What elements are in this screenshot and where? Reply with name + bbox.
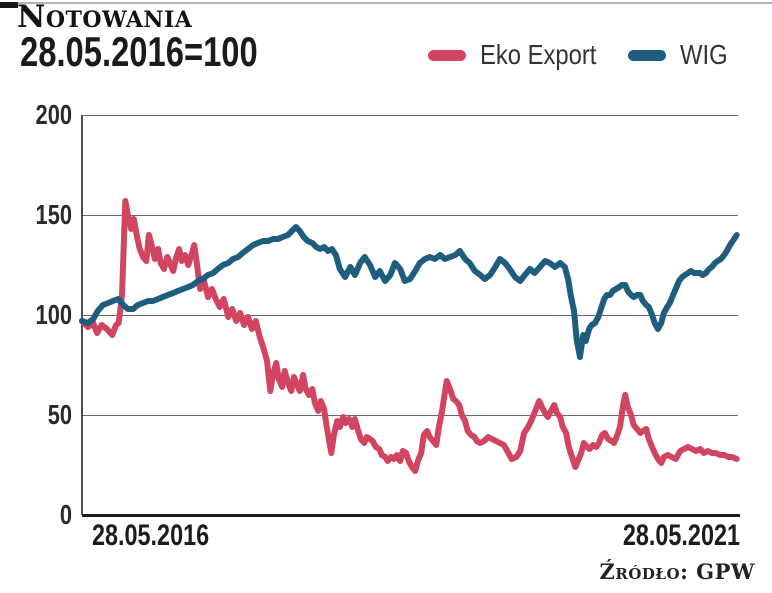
legend-item-wig: WIG [628, 39, 736, 70]
series-line-eko-export [79, 198, 740, 474]
gridline-200 [82, 115, 738, 116]
legend-label-eko-export: Eko Export [480, 39, 597, 70]
legend-label-wig: WIG [680, 39, 728, 70]
y-tick-0: 0 [59, 499, 72, 530]
legend-swatch-wig [628, 49, 666, 61]
top-rule-accent [0, 2, 18, 8]
top-rule [0, 2, 772, 8]
x-tick-start-date: 28.05.2016 [92, 519, 210, 552]
y-tick-50: 50 [47, 399, 72, 430]
legend-item-eko-export: Eko Export [428, 39, 617, 70]
y-tick-150: 150 [35, 199, 72, 230]
y-tick-200: 200 [35, 99, 72, 130]
source-label: Źródło: GPW [599, 559, 755, 584]
series-line-wig [79, 224, 740, 360]
chart-subtitle: 28.05.2016=100 [20, 28, 258, 75]
y-tick-100: 100 [35, 299, 72, 330]
page-title: Notowania [17, 0, 193, 35]
gridline-50 [82, 415, 738, 416]
x-axis-line [82, 514, 740, 517]
legend-swatch-eko-export [428, 49, 466, 61]
y-axis-line [81, 115, 83, 515]
gridline-100 [82, 315, 738, 316]
x-tick-end-date: 28.05.2021 [622, 519, 740, 552]
gridline-150 [82, 215, 738, 216]
